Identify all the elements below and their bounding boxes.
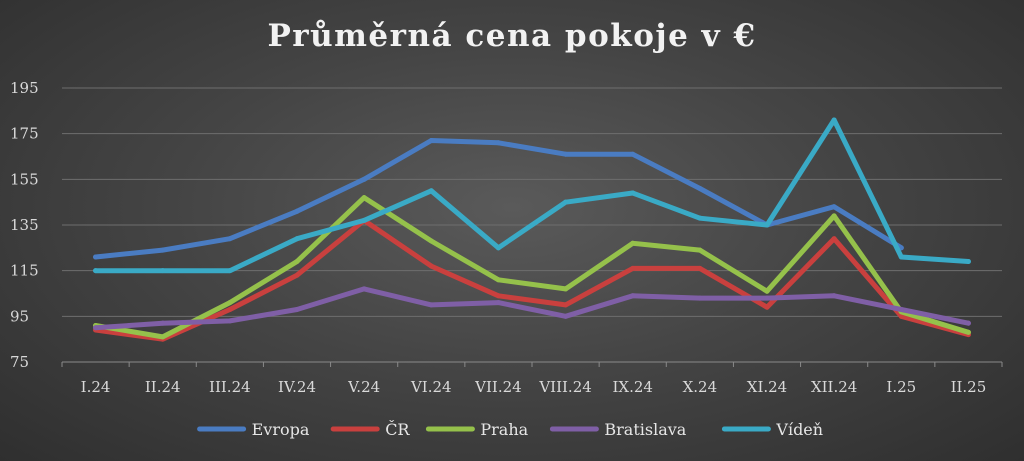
- data-point: [563, 302, 569, 308]
- x-tick-label: III.24: [209, 378, 251, 396]
- x-tick-label: I.24: [81, 378, 111, 396]
- x-tick-label: II.24: [145, 378, 181, 396]
- data-point: [495, 245, 501, 251]
- data-point: [831, 213, 837, 219]
- data-point: [495, 140, 501, 146]
- y-tick-label: 115: [10, 262, 39, 280]
- data-point: [764, 304, 770, 310]
- data-point: [697, 247, 703, 253]
- data-point: [93, 325, 99, 331]
- data-point: [495, 300, 501, 306]
- x-tick-label: VI.24: [410, 378, 452, 396]
- y-tick-label: 155: [10, 170, 39, 188]
- series-line-praha: [93, 195, 971, 340]
- data-point: [294, 306, 300, 312]
- chart-title: Průměrná cena pokoje v €: [267, 18, 757, 54]
- data-point: [697, 185, 703, 191]
- data-point: [93, 268, 99, 274]
- legend-label: Evropa: [252, 420, 310, 439]
- data-point: [630, 151, 636, 157]
- legend: Evropa ČR Praha Bratislava Vídeň: [197, 419, 823, 439]
- x-tick-label: II.25: [951, 378, 987, 396]
- x-tick-label: I.25: [886, 378, 916, 396]
- data-point: [898, 306, 904, 312]
- data-point: [630, 240, 636, 246]
- data-point: [764, 222, 770, 228]
- data-point: [495, 277, 501, 283]
- data-point: [428, 238, 434, 244]
- y-tick-label: 175: [10, 125, 39, 143]
- data-point: [563, 286, 569, 292]
- data-point: [361, 195, 367, 201]
- data-point: [764, 288, 770, 294]
- data-point: [563, 151, 569, 157]
- y-tick-label: 95: [10, 307, 29, 325]
- data-point: [428, 138, 434, 144]
- series-layer: [93, 117, 971, 342]
- data-point: [965, 259, 971, 265]
- data-point: [697, 215, 703, 221]
- x-tick-label: IV.24: [278, 378, 316, 396]
- data-point: [831, 204, 837, 210]
- x-tick-label: VIII.24: [538, 378, 591, 396]
- y-tick-label: 135: [10, 216, 39, 234]
- data-point: [630, 190, 636, 196]
- x-tick-label: XII.24: [811, 378, 857, 396]
- data-point: [697, 265, 703, 271]
- data-point: [898, 313, 904, 319]
- axis-layer: 75 95 115 135 155 175 195 I.24 II.24 III.24 IV.24 V…: [10, 79, 1003, 396]
- data-point: [227, 268, 233, 274]
- legend-label: Bratislava: [604, 420, 686, 439]
- x-tick-label: VII.24: [474, 378, 522, 396]
- data-point: [495, 293, 501, 299]
- data-point: [563, 313, 569, 319]
- data-point: [428, 188, 434, 194]
- x-tick-label: X.24: [683, 378, 718, 396]
- legend-label: Praha: [480, 420, 528, 439]
- data-point: [361, 217, 367, 223]
- data-point: [965, 329, 971, 335]
- data-point: [630, 265, 636, 271]
- data-point: [227, 318, 233, 324]
- data-point: [294, 208, 300, 214]
- data-point: [227, 300, 233, 306]
- data-point: [93, 254, 99, 260]
- x-tick-label: XI.24: [747, 378, 787, 396]
- data-point: [160, 268, 166, 274]
- y-tick-label: 75: [10, 353, 29, 371]
- data-point: [831, 236, 837, 242]
- data-point: [563, 199, 569, 205]
- data-point: [294, 272, 300, 278]
- series-line-bratislava: [93, 286, 971, 331]
- data-point: [831, 117, 837, 123]
- series-line-čr: [93, 217, 971, 342]
- series-line-evropa: [93, 138, 904, 260]
- data-point: [428, 302, 434, 308]
- data-point: [361, 286, 367, 292]
- y-tick-label: 195: [10, 79, 39, 97]
- data-point: [294, 236, 300, 242]
- data-point: [294, 259, 300, 265]
- data-point: [898, 254, 904, 260]
- series-line-vídeň: [93, 117, 971, 274]
- data-point: [227, 236, 233, 242]
- legend-label: Vídeň: [775, 420, 823, 439]
- data-point: [160, 247, 166, 253]
- data-point: [831, 293, 837, 299]
- data-point: [697, 295, 703, 301]
- data-point: [764, 295, 770, 301]
- legend-label: ČR: [385, 419, 410, 439]
- data-point: [160, 320, 166, 326]
- data-point: [160, 334, 166, 340]
- data-point: [428, 263, 434, 269]
- x-tick-label: IX.24: [612, 378, 652, 396]
- data-point: [361, 176, 367, 182]
- data-point: [227, 306, 233, 312]
- data-point: [630, 293, 636, 299]
- data-point: [965, 320, 971, 326]
- x-tick-label: V.24: [347, 378, 380, 396]
